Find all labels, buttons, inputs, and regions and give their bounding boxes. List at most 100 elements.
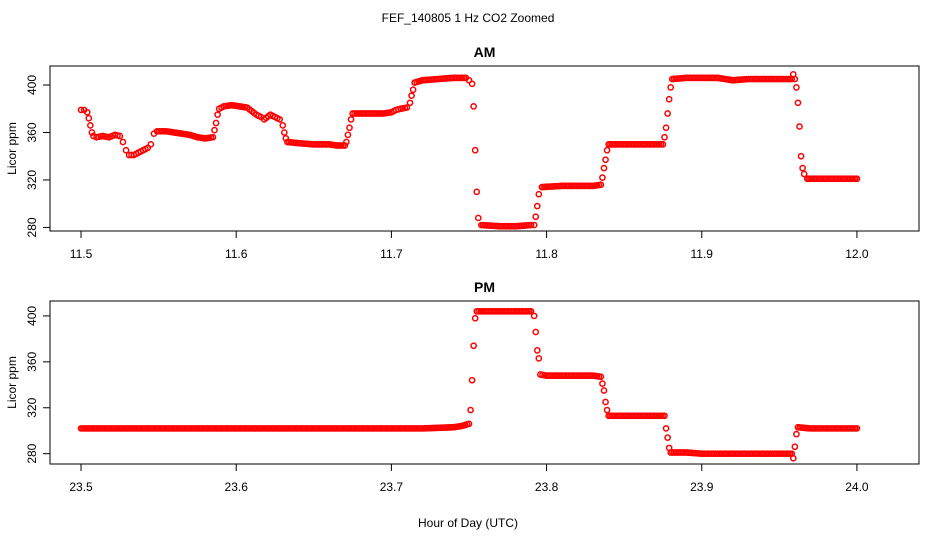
pm-y-tick-label: 320 bbox=[25, 397, 39, 417]
am-data-point bbox=[403, 104, 411, 111]
am-y-tick-label: 360 bbox=[25, 122, 39, 142]
pm-data-point bbox=[602, 398, 609, 406]
pm-data-points bbox=[77, 307, 861, 462]
am-data-point bbox=[122, 146, 130, 154]
am-data-point bbox=[346, 124, 353, 132]
am-data-point bbox=[799, 164, 806, 172]
am-data-point bbox=[408, 92, 415, 100]
am-y-axis-label: Licor ppm bbox=[5, 122, 19, 175]
pm-panel: PM Licor ppm 23.5 23.6 23.7 23.8 23.9 24.0 280 32… bbox=[5, 279, 920, 494]
am-data-point bbox=[791, 75, 799, 83]
am-x-tick-label: 11.8 bbox=[535, 247, 558, 261]
am-data-point bbox=[212, 119, 220, 127]
pm-x-tick-label: 23.7 bbox=[380, 480, 404, 494]
pm-data-point bbox=[597, 373, 605, 381]
pm-data-point bbox=[600, 387, 608, 394]
am-data-point bbox=[347, 116, 355, 123]
pm-x-tick-label: 24.0 bbox=[845, 480, 869, 494]
am-y-tick-label: 280 bbox=[25, 217, 39, 237]
am-data-point bbox=[471, 146, 479, 154]
pm-y-axis-label: Licor ppm bbox=[5, 356, 19, 409]
am-data-point bbox=[116, 132, 124, 140]
pm-data-point bbox=[535, 355, 543, 362]
pm-data-point bbox=[661, 412, 668, 420]
am-x-tick-label: 12.0 bbox=[845, 247, 869, 261]
am-data-point bbox=[661, 133, 668, 141]
am-data-point bbox=[664, 110, 671, 117]
pm-data-point bbox=[662, 425, 670, 432]
pm-data-point bbox=[471, 314, 479, 322]
am-data-point bbox=[211, 126, 218, 134]
am-data-point bbox=[280, 129, 288, 136]
pm-y-tick-label: 400 bbox=[25, 306, 39, 326]
am-x-tick-label: 11.5 bbox=[70, 247, 93, 261]
pm-data-point bbox=[793, 430, 800, 438]
pm-data-point bbox=[465, 420, 473, 428]
am-data-point bbox=[535, 190, 543, 198]
am-data-point bbox=[853, 175, 861, 183]
am-data-point bbox=[214, 111, 221, 119]
am-data-point bbox=[794, 99, 802, 107]
am-data-point bbox=[209, 133, 217, 141]
pm-x-tick-label: 23.9 bbox=[690, 480, 714, 494]
am-data-point bbox=[599, 174, 606, 181]
am-data-point bbox=[409, 86, 417, 94]
pm-y-tick-label: 280 bbox=[25, 443, 39, 463]
am-data-point bbox=[532, 213, 540, 221]
am-data-point bbox=[344, 131, 352, 139]
am-y-tick-label: 400 bbox=[25, 75, 39, 95]
am-data-point bbox=[276, 116, 284, 123]
am-data-point bbox=[659, 140, 667, 148]
am-panel-title: AM bbox=[474, 44, 496, 60]
pm-data-point bbox=[664, 434, 671, 441]
pm-panel-title: PM bbox=[474, 279, 495, 295]
am-data-point bbox=[341, 142, 349, 149]
pm-data-point bbox=[468, 376, 476, 384]
am-data-point bbox=[279, 122, 287, 129]
am-data-point bbox=[527, 221, 535, 229]
pm-data-point bbox=[467, 406, 474, 414]
am-y-tick-label: 320 bbox=[25, 170, 39, 190]
pm-x-tick-label: 23.8 bbox=[535, 480, 559, 494]
am-data-point bbox=[88, 129, 96, 136]
am-data-point bbox=[468, 80, 476, 88]
am-data-point bbox=[800, 170, 808, 178]
am-data-point bbox=[147, 140, 155, 148]
am-data-point bbox=[470, 103, 477, 110]
am-data-point bbox=[119, 138, 127, 146]
pm-x-tick-label: 23.5 bbox=[69, 480, 93, 494]
am-data-point bbox=[793, 84, 800, 91]
pm-data-point bbox=[527, 307, 535, 315]
figure-xlabel: Hour of Day (UTC) bbox=[418, 516, 518, 530]
am-data-point bbox=[533, 202, 541, 210]
am-data-point bbox=[796, 123, 803, 130]
am-data-point bbox=[602, 156, 609, 164]
am-data-point bbox=[530, 221, 538, 229]
pm-data-point bbox=[603, 406, 611, 414]
am-x-tick-label: 11.7 bbox=[380, 247, 403, 261]
am-data-point bbox=[662, 124, 670, 132]
am-data-point bbox=[797, 152, 805, 160]
pm-data-point bbox=[791, 443, 799, 451]
am-data-point bbox=[667, 84, 675, 91]
am-x-tick-label: 11.9 bbox=[691, 247, 714, 261]
am-data-point bbox=[86, 122, 94, 129]
figure-title: FEF_140805 1 Hz CO2 Zoomed bbox=[382, 11, 555, 25]
am-data-point bbox=[600, 164, 608, 172]
pm-data-point bbox=[530, 312, 538, 320]
am-data-point bbox=[282, 135, 290, 142]
pm-data-point bbox=[532, 328, 540, 336]
am-data-point bbox=[603, 146, 611, 154]
pm-data-point bbox=[789, 454, 797, 462]
am-data-point bbox=[473, 188, 481, 196]
am-data-point bbox=[85, 114, 93, 122]
pm-data-point bbox=[533, 347, 541, 354]
am-data-point bbox=[343, 138, 350, 146]
am-x-tick-label: 11.6 bbox=[225, 247, 248, 261]
pm-data-point bbox=[853, 425, 861, 432]
am-panel: AM Licor ppm 11.5 11.6 11.7 11.8 11.9 12.0 280 32… bbox=[5, 44, 920, 261]
am-data-point bbox=[77, 106, 85, 114]
pm-x-tick-label: 23.6 bbox=[225, 480, 249, 494]
am-data-point bbox=[83, 108, 91, 116]
